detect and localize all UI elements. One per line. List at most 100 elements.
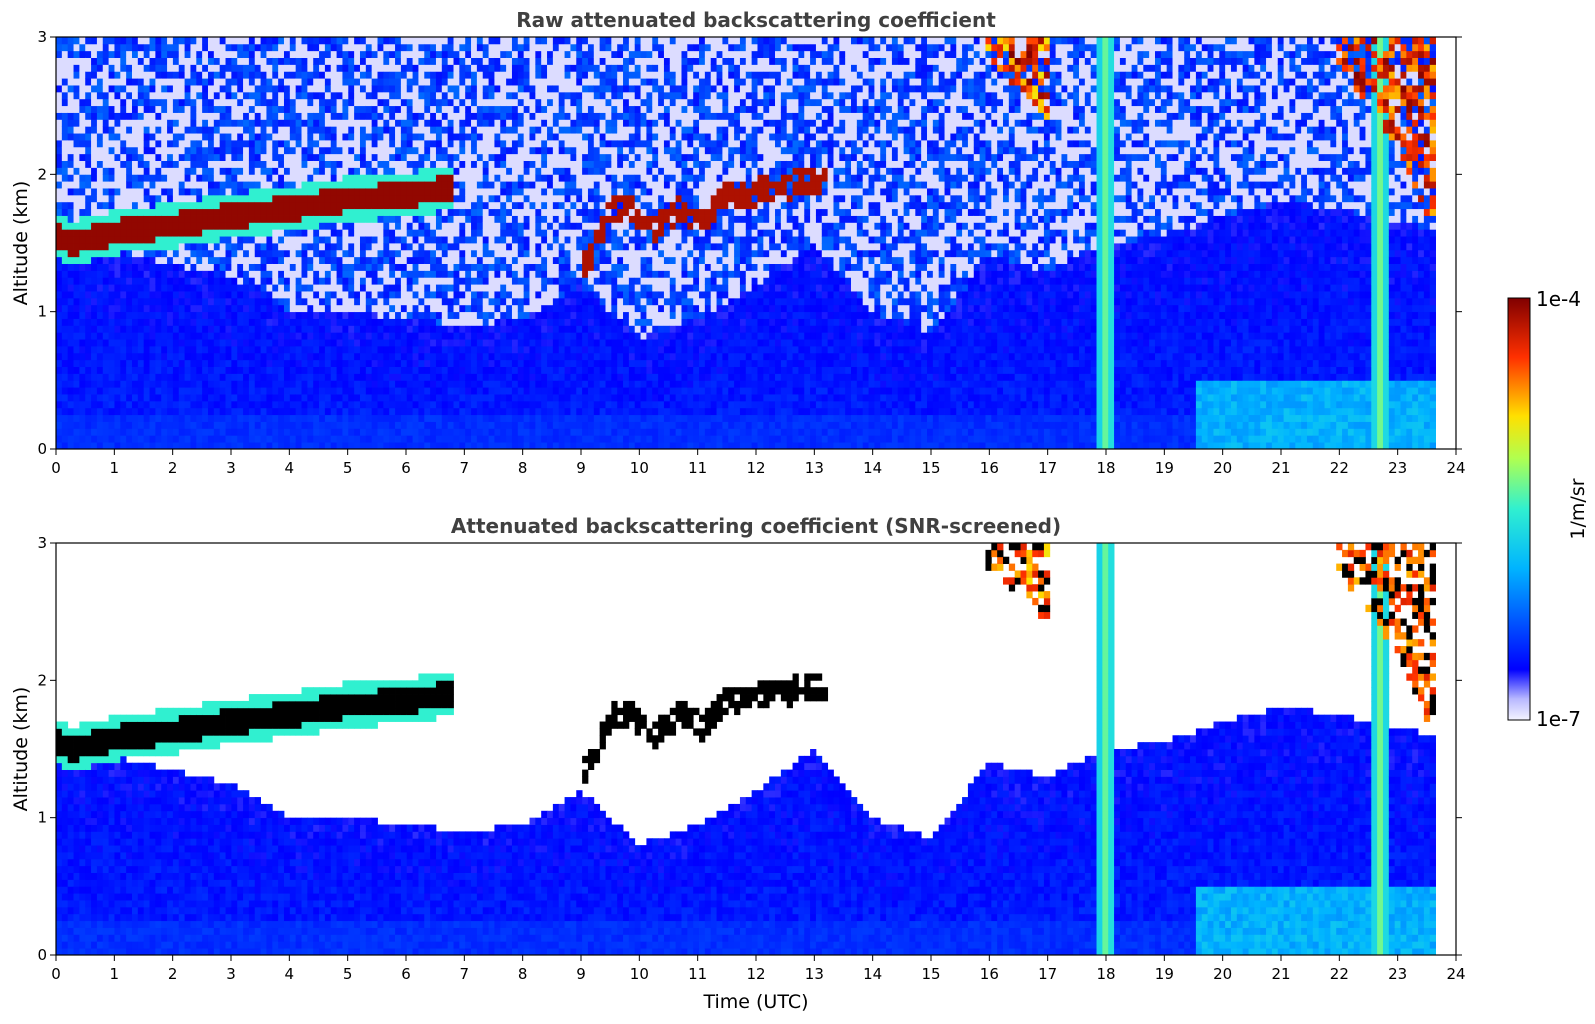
heatmap-cell xyxy=(213,126,221,134)
heatmap-cell xyxy=(523,435,530,443)
heatmap-cell xyxy=(412,407,419,416)
heatmap-cell xyxy=(248,256,256,264)
heatmap-cell xyxy=(120,394,127,402)
heatmap-cell xyxy=(213,421,221,429)
heatmap-cell xyxy=(149,167,156,175)
heatmap-cell xyxy=(190,407,197,416)
heatmap-cell xyxy=(453,208,460,216)
heatmap-cell xyxy=(73,346,80,354)
heatmap-cell xyxy=(266,256,273,264)
heatmap-cell xyxy=(324,435,332,443)
heatmap-cell xyxy=(506,85,513,93)
heatmap-cell xyxy=(131,126,139,134)
heatmap-cell xyxy=(254,167,261,175)
heatmap-cell xyxy=(395,153,402,161)
heatmap-cell xyxy=(324,318,332,326)
heatmap-cell xyxy=(506,160,513,168)
heatmap-cell xyxy=(511,78,519,86)
heatmap-cell xyxy=(383,414,390,422)
heatmap-cell xyxy=(424,37,431,45)
heatmap-cell xyxy=(61,71,69,79)
heatmap-cell xyxy=(91,119,98,127)
heatmap-cell xyxy=(190,421,197,429)
heatmap-cell xyxy=(488,249,495,258)
heatmap-cell xyxy=(400,249,408,258)
heatmap-cell xyxy=(248,291,256,299)
heatmap-cell xyxy=(96,277,104,285)
heatmap-cell xyxy=(85,174,92,182)
heatmap-cell xyxy=(313,153,320,161)
heatmap-cell xyxy=(365,98,373,107)
heatmap-cell xyxy=(161,394,168,402)
heatmap-cell xyxy=(137,71,145,79)
heatmap-cell xyxy=(430,359,437,367)
heatmap-cell xyxy=(283,318,291,326)
heatmap-cell xyxy=(324,304,332,313)
heatmap-cell xyxy=(289,222,297,230)
heatmap-cell xyxy=(383,126,390,134)
heatmap-cell xyxy=(260,153,267,161)
heatmap-cell xyxy=(91,133,98,141)
heatmap-cell xyxy=(494,387,501,395)
heatmap-cell xyxy=(435,318,443,326)
heatmap-cell xyxy=(500,373,507,381)
heatmap-cell xyxy=(301,43,308,52)
heatmap-cell xyxy=(219,119,226,127)
heatmap-cell xyxy=(342,435,349,443)
heatmap-cell xyxy=(412,229,419,237)
heatmap-cell xyxy=(91,256,98,264)
heatmap-cell xyxy=(131,194,139,203)
heatmap-cell xyxy=(137,188,145,196)
heatmap-cell xyxy=(324,105,332,113)
heatmap-cell xyxy=(447,201,454,210)
heatmap-cell xyxy=(523,270,530,278)
heatmap-cell xyxy=(266,428,273,436)
heatmap-cell xyxy=(465,236,472,244)
heatmap-cell xyxy=(488,71,495,79)
heatmap-cell xyxy=(348,208,355,216)
heatmap-cell xyxy=(412,91,419,100)
heatmap-cell xyxy=(359,181,367,189)
heatmap-cell xyxy=(167,167,174,175)
heatmap-cell xyxy=(260,126,267,134)
heatmap-cell xyxy=(395,339,402,347)
heatmap-cell xyxy=(278,435,285,443)
heatmap-cell xyxy=(359,160,367,168)
heatmap-cell xyxy=(541,380,548,388)
heatmap-cell xyxy=(488,222,495,230)
heatmap-cell xyxy=(459,318,466,326)
heatmap-cell xyxy=(395,284,402,292)
heatmap-cell xyxy=(488,126,495,134)
heatmap-cell xyxy=(289,407,297,416)
heatmap-cell xyxy=(237,325,244,333)
heatmap-cell xyxy=(336,57,343,65)
heatmap-cell xyxy=(278,387,285,395)
heatmap-cell xyxy=(289,174,297,182)
heatmap-cell xyxy=(190,297,197,306)
heatmap-cell xyxy=(383,442,390,449)
heatmap-cell xyxy=(500,201,507,210)
heatmap-cell xyxy=(330,414,337,422)
heatmap-cell xyxy=(354,284,361,292)
heatmap-cell xyxy=(482,277,489,285)
heatmap-cell xyxy=(488,366,495,374)
heatmap-cell xyxy=(56,78,63,86)
heatmap-cell xyxy=(202,284,209,292)
heatmap-cell xyxy=(120,414,127,422)
heatmap-cell xyxy=(359,208,367,216)
heatmap-cell xyxy=(482,153,489,161)
heatmap-cell xyxy=(155,428,162,436)
heatmap-cell xyxy=(237,359,244,367)
heatmap-cell xyxy=(278,359,285,367)
heatmap-cell xyxy=(283,311,291,319)
heatmap-cell xyxy=(108,215,115,223)
heatmap-cell xyxy=(301,284,308,292)
heatmap-cell xyxy=(511,91,519,100)
heatmap-cell xyxy=(465,428,472,436)
heatmap-cell xyxy=(359,325,367,333)
heatmap-cell xyxy=(73,194,80,203)
heatmap-cell xyxy=(266,380,273,388)
heatmap-cell xyxy=(453,325,460,333)
heatmap-cell xyxy=(172,153,180,161)
heatmap-cell xyxy=(56,311,63,319)
